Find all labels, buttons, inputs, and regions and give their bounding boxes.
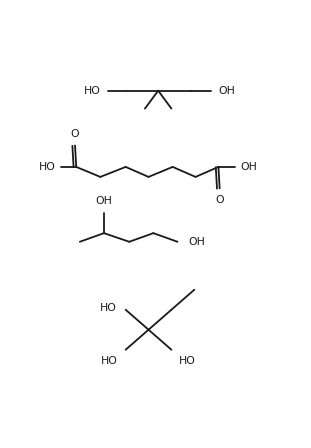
Text: O: O <box>71 129 79 138</box>
Text: OH: OH <box>188 237 205 247</box>
Text: OH: OH <box>95 196 112 206</box>
Text: HO: HO <box>38 162 55 172</box>
Text: HO: HO <box>100 303 117 313</box>
Text: HO: HO <box>101 356 118 366</box>
Text: HO: HO <box>83 86 100 96</box>
Text: HO: HO <box>179 356 196 366</box>
Text: OH: OH <box>241 162 258 172</box>
Text: O: O <box>215 195 224 205</box>
Text: OH: OH <box>218 86 235 96</box>
